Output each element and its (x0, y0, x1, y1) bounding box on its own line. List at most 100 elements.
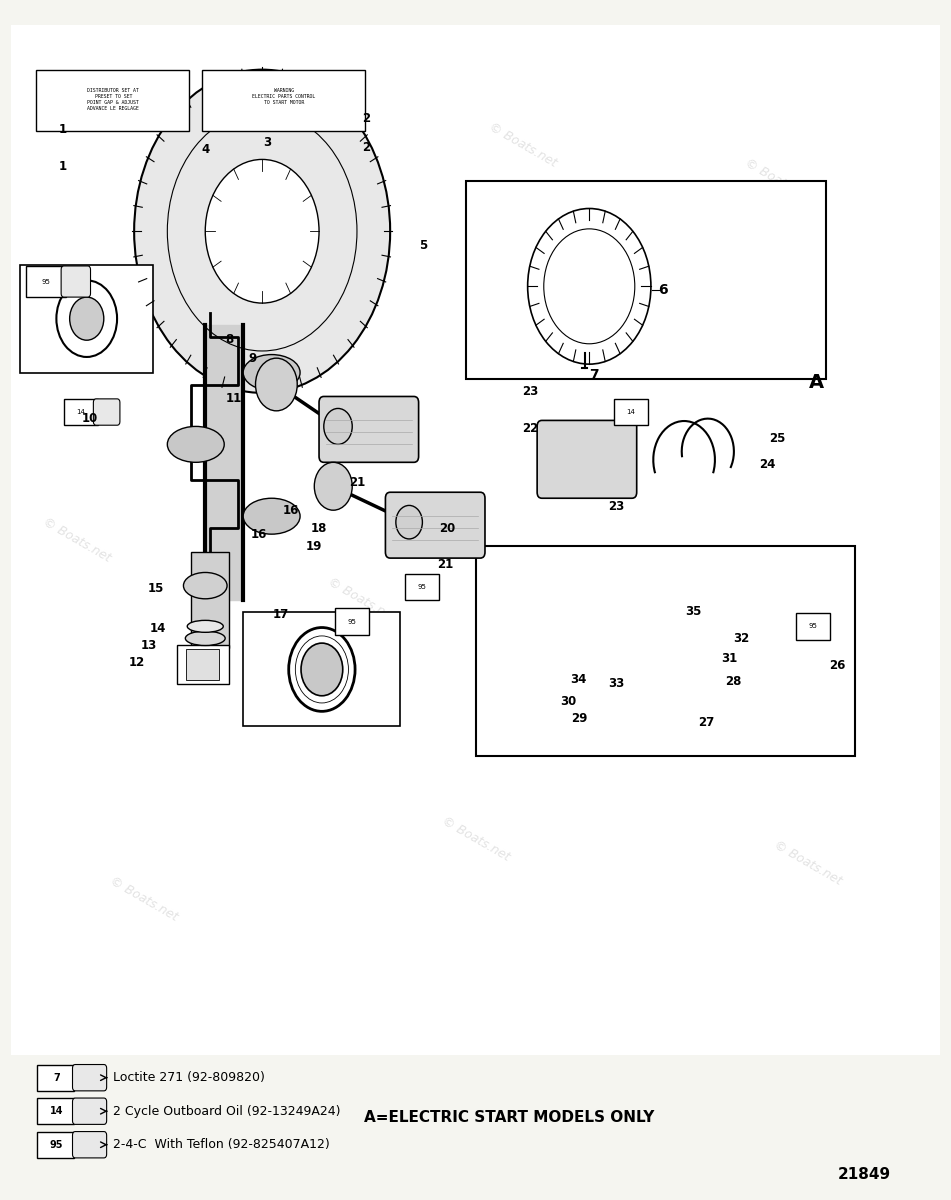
Text: 21849: 21849 (838, 1168, 891, 1182)
Text: 1: 1 (59, 122, 68, 136)
FancyBboxPatch shape (319, 396, 418, 462)
Text: 18: 18 (311, 522, 327, 535)
Text: 33: 33 (608, 677, 624, 690)
Text: 3: 3 (262, 136, 271, 149)
FancyBboxPatch shape (37, 1132, 74, 1158)
Circle shape (69, 298, 104, 341)
Text: 10: 10 (82, 412, 98, 425)
Text: 28: 28 (726, 674, 742, 688)
Text: 95: 95 (417, 584, 427, 590)
Text: © Boats.net: © Boats.net (136, 72, 208, 122)
FancyBboxPatch shape (72, 1064, 107, 1091)
Text: © Boats.net: © Boats.net (487, 120, 559, 169)
Text: 2: 2 (362, 113, 371, 125)
Circle shape (134, 70, 390, 392)
Circle shape (256, 358, 298, 410)
Bar (191, 552, 229, 648)
Circle shape (289, 628, 355, 712)
Text: 19: 19 (306, 540, 322, 553)
Text: Loctite 271 (92-809820): Loctite 271 (92-809820) (113, 1072, 265, 1084)
Text: 5: 5 (419, 239, 427, 252)
FancyBboxPatch shape (93, 398, 120, 425)
FancyBboxPatch shape (36, 70, 189, 131)
Bar (186, 649, 220, 680)
Text: 35: 35 (686, 606, 702, 618)
FancyBboxPatch shape (37, 1098, 74, 1124)
FancyBboxPatch shape (405, 574, 439, 600)
Ellipse shape (243, 498, 301, 534)
Text: 14: 14 (49, 1106, 63, 1116)
Text: © Boats.net: © Boats.net (41, 516, 113, 565)
Text: © Boats.net: © Boats.net (439, 815, 512, 864)
FancyBboxPatch shape (37, 1064, 74, 1091)
Text: 95: 95 (49, 1140, 63, 1150)
Text: 25: 25 (768, 432, 786, 445)
Text: 4: 4 (201, 143, 209, 156)
Text: © Boats.net: © Boats.net (325, 575, 398, 625)
Text: 14: 14 (77, 409, 86, 415)
Text: 2: 2 (362, 140, 371, 154)
Text: 20: 20 (439, 522, 456, 535)
Bar (243, 612, 399, 726)
Text: 34: 34 (570, 672, 586, 685)
Circle shape (314, 462, 352, 510)
Circle shape (205, 160, 319, 304)
Text: 8: 8 (224, 332, 233, 346)
Text: 29: 29 (572, 712, 588, 725)
FancyBboxPatch shape (614, 398, 648, 425)
FancyBboxPatch shape (796, 613, 830, 640)
Text: 26: 26 (829, 659, 845, 672)
FancyBboxPatch shape (72, 1132, 107, 1158)
Text: 7: 7 (53, 1073, 60, 1082)
Bar (20, 265, 153, 372)
Text: A=ELECTRIC START MODELS ONLY: A=ELECTRIC START MODELS ONLY (363, 1110, 654, 1124)
Text: © Boats.net: © Boats.net (743, 156, 815, 205)
FancyBboxPatch shape (26, 266, 66, 298)
Text: A: A (809, 373, 825, 391)
Text: 21: 21 (437, 558, 454, 570)
Text: WARNING
ELECTRIC PARTS CONTROL
TO START MOTOR: WARNING ELECTRIC PARTS CONTROL TO START … (252, 89, 316, 110)
Text: 7: 7 (590, 368, 599, 382)
Text: 16: 16 (282, 504, 299, 517)
Circle shape (396, 505, 422, 539)
Text: 27: 27 (698, 715, 714, 728)
Text: 22: 22 (522, 422, 538, 436)
Text: © Boats.net: © Boats.net (648, 551, 720, 601)
Text: 11: 11 (225, 392, 242, 406)
FancyBboxPatch shape (10, 25, 941, 1055)
FancyBboxPatch shape (72, 1098, 107, 1124)
Ellipse shape (185, 631, 225, 646)
Circle shape (301, 643, 342, 696)
Text: 9: 9 (248, 352, 257, 365)
Text: 16: 16 (251, 528, 267, 541)
Text: 95: 95 (348, 618, 357, 624)
Text: 1: 1 (59, 160, 68, 173)
Ellipse shape (187, 620, 223, 632)
Text: © Boats.net: © Boats.net (107, 875, 180, 924)
FancyBboxPatch shape (64, 398, 98, 425)
FancyBboxPatch shape (385, 492, 485, 558)
FancyBboxPatch shape (203, 70, 364, 131)
Text: 2-4-C  With Teflon (92-825407A12): 2-4-C With Teflon (92-825407A12) (113, 1139, 330, 1151)
Text: 31: 31 (722, 652, 738, 665)
Bar (476, 546, 855, 756)
Text: 32: 32 (733, 632, 749, 644)
Text: 30: 30 (560, 695, 576, 708)
Text: 23: 23 (608, 500, 624, 514)
Ellipse shape (184, 572, 227, 599)
Text: DISTRIBUTOR SET AT
PRESET TO SET
POINT GAP & ADJUST
ADVANCE LE REGLAGE: DISTRIBUTOR SET AT PRESET TO SET POINT G… (87, 89, 139, 110)
Text: 14: 14 (149, 623, 166, 635)
FancyBboxPatch shape (61, 266, 90, 298)
Bar (177, 646, 229, 684)
FancyBboxPatch shape (537, 420, 637, 498)
Text: 2 Cycle Outboard Oil (92-13249A24): 2 Cycle Outboard Oil (92-13249A24) (113, 1105, 340, 1117)
Text: 21: 21 (349, 476, 365, 490)
Text: 14: 14 (627, 409, 635, 415)
Text: 6: 6 (658, 283, 669, 296)
Circle shape (323, 408, 352, 444)
Text: 12: 12 (128, 655, 146, 668)
Text: 24: 24 (759, 458, 776, 472)
Text: 23: 23 (522, 385, 538, 398)
Circle shape (56, 281, 117, 356)
Text: 95: 95 (808, 623, 818, 629)
